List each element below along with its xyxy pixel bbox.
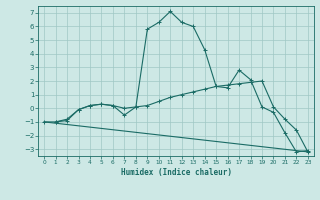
X-axis label: Humidex (Indice chaleur): Humidex (Indice chaleur) [121,168,231,177]
